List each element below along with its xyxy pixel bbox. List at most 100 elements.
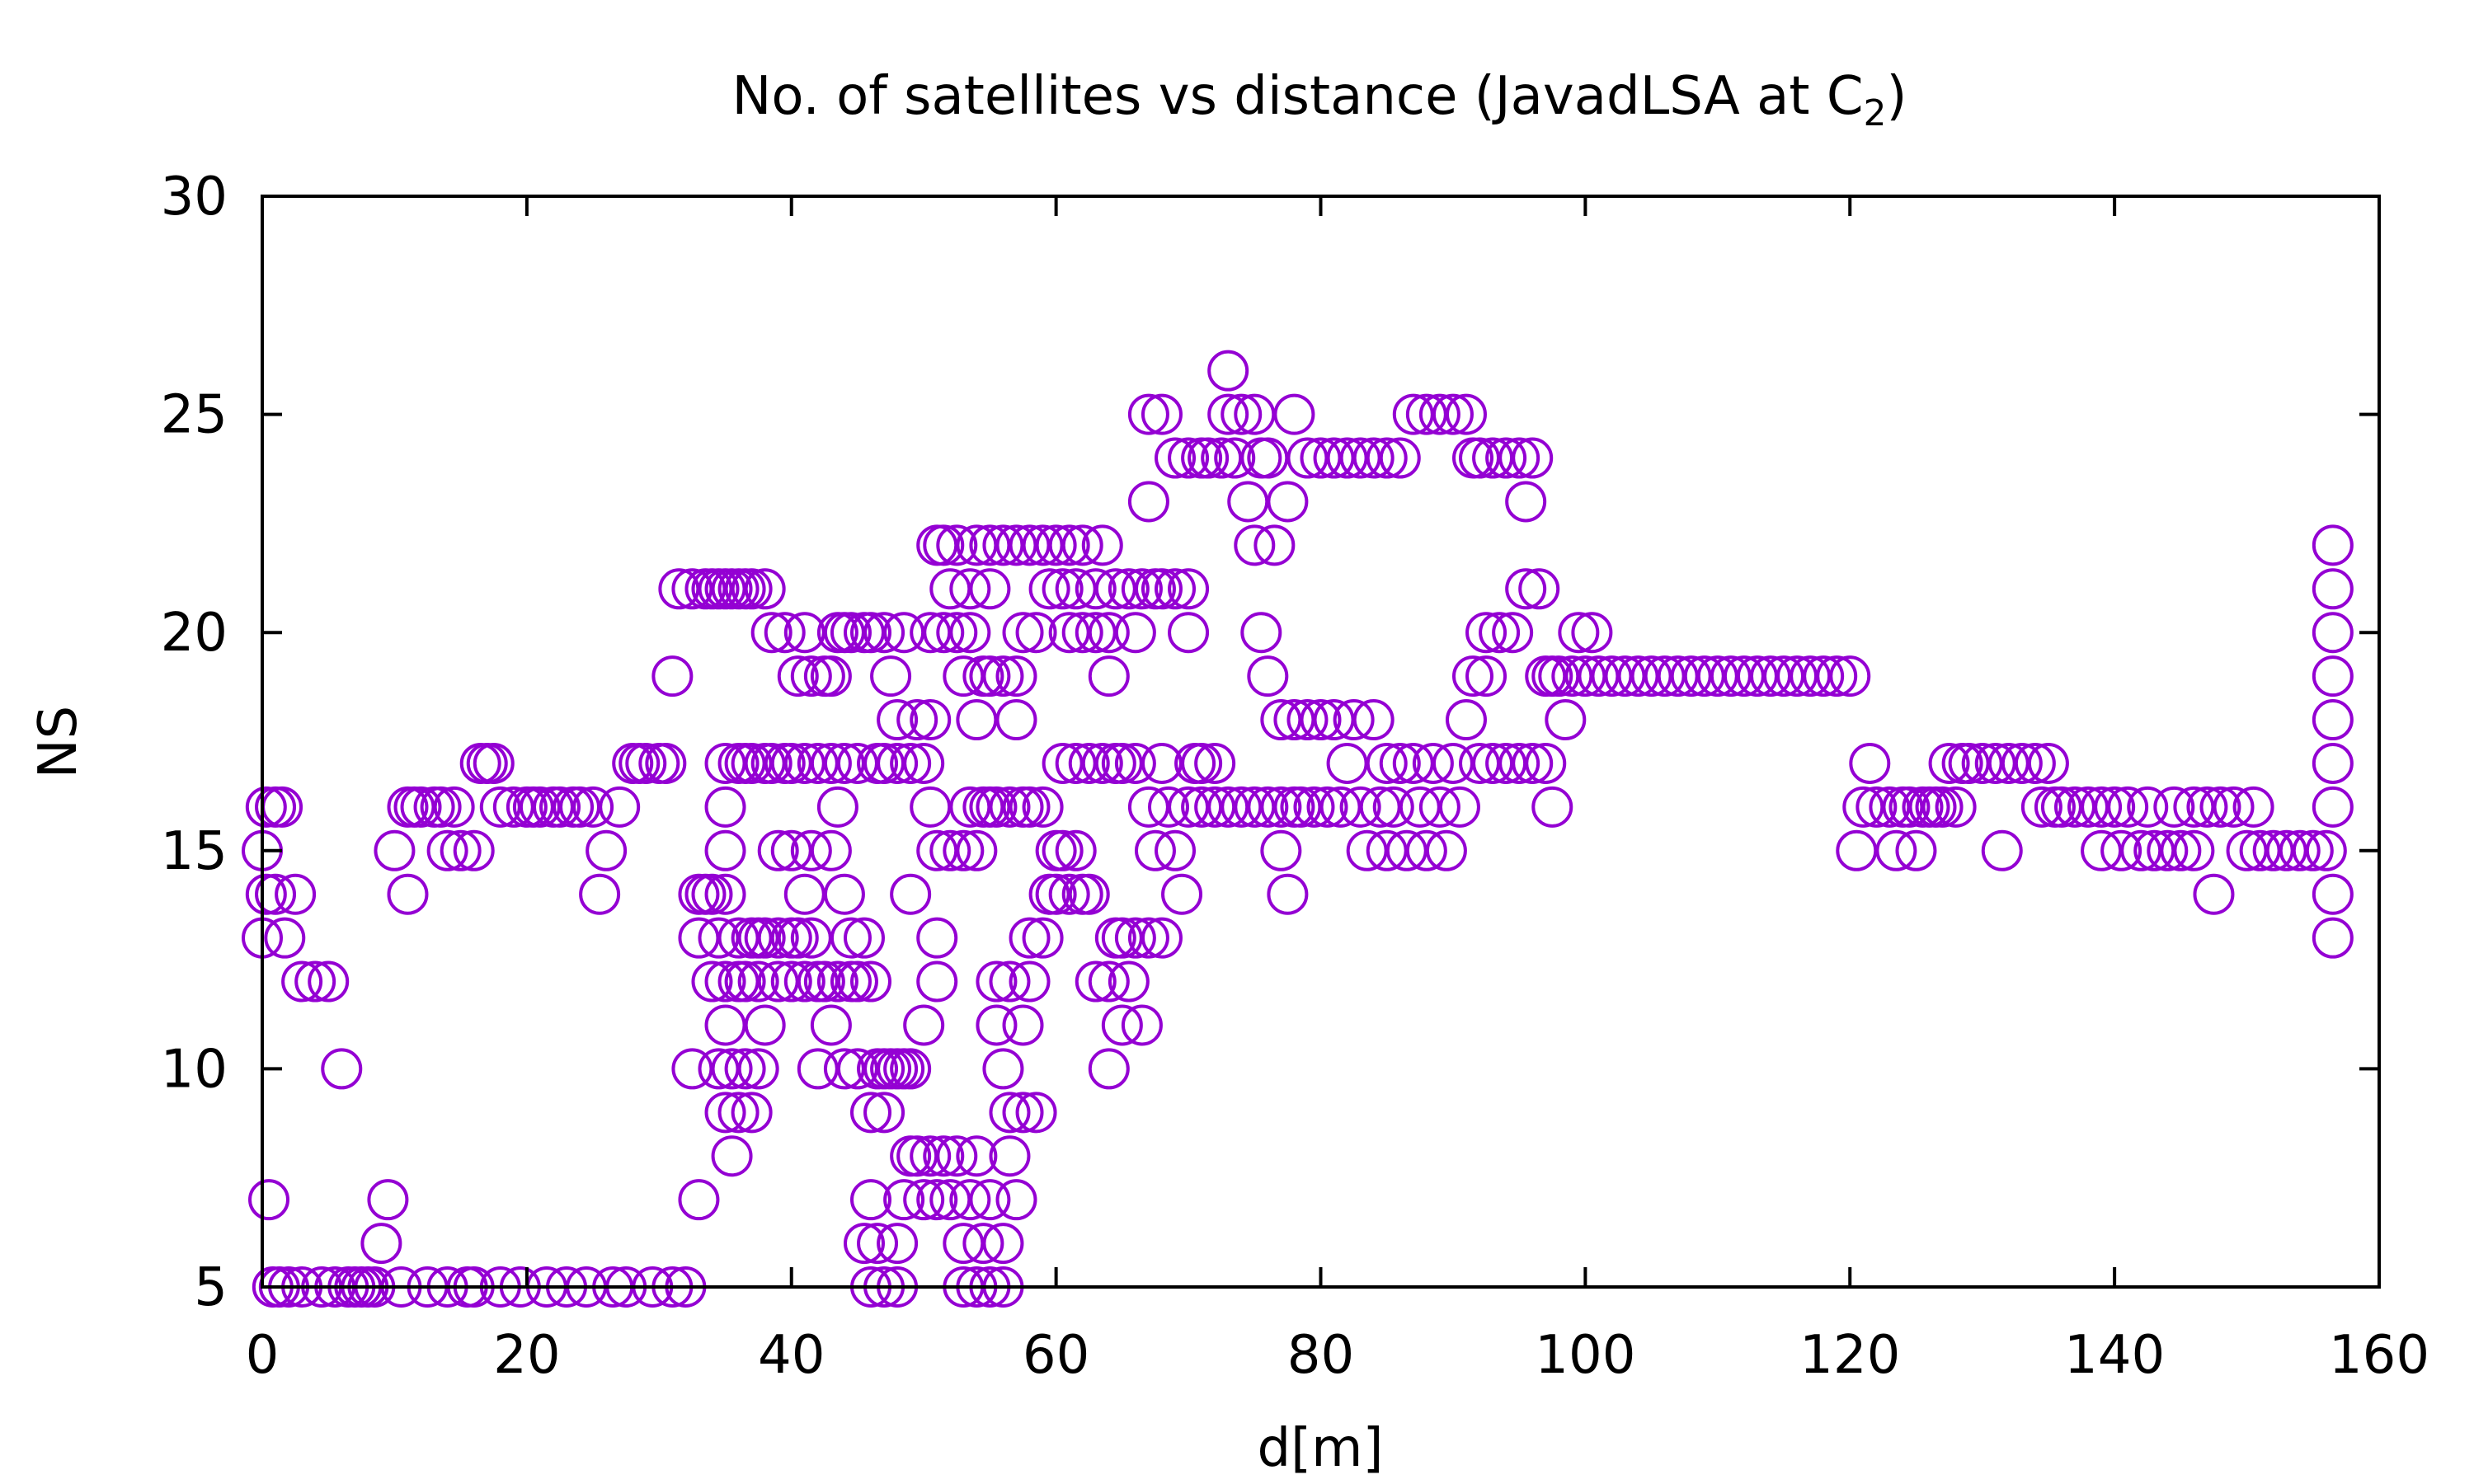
data-point — [2226, 829, 2268, 871]
data-point — [2001, 742, 2043, 784]
data-point — [1260, 829, 1302, 871]
data-point — [1479, 612, 1521, 654]
data-point — [1763, 655, 1805, 697]
data-point — [757, 960, 799, 1003]
data-point — [1459, 742, 1501, 784]
data-point — [995, 655, 1037, 697]
data-point — [1842, 786, 1884, 828]
data-point — [1326, 742, 1368, 784]
data-point — [255, 873, 297, 915]
data-point — [1776, 655, 1818, 697]
data-point — [803, 960, 845, 1003]
data-point — [1068, 873, 1110, 915]
data-point — [744, 917, 786, 959]
data-point — [1221, 393, 1263, 435]
data-point — [744, 568, 786, 610]
data-point — [750, 742, 793, 784]
data-point — [1260, 699, 1302, 741]
data-point — [830, 917, 872, 959]
data-point — [1081, 742, 1123, 784]
data-point — [1155, 437, 1197, 479]
data-point — [1075, 568, 1117, 610]
data-point — [1392, 393, 1434, 435]
data-point — [360, 1223, 402, 1265]
data-point — [1498, 437, 1540, 479]
data-point — [579, 873, 621, 915]
data-point — [1359, 786, 1401, 828]
data-point — [1392, 742, 1434, 784]
data-point — [245, 873, 287, 915]
data-point — [1803, 655, 1845, 697]
data-point — [275, 873, 317, 915]
data-point — [1161, 873, 1203, 915]
data-point — [1088, 655, 1130, 697]
data-point — [969, 1179, 1011, 1221]
data-point — [1214, 437, 1256, 479]
data-point — [1168, 437, 1210, 479]
data-point — [2153, 786, 2195, 828]
data-point — [1194, 742, 1236, 784]
data-point — [2100, 829, 2142, 871]
data-point — [995, 699, 1037, 741]
data-point — [1108, 568, 1150, 610]
y-tick-label: 25 — [161, 385, 228, 446]
data-point — [890, 742, 932, 784]
data-point — [956, 829, 998, 871]
data-point — [949, 612, 991, 654]
data-point — [1452, 655, 1494, 697]
data-point — [1518, 568, 1560, 610]
data-point — [949, 1179, 991, 1221]
x-tick-label: 100 — [1535, 1325, 1635, 1386]
data-point — [877, 742, 919, 784]
data-point — [1465, 655, 1507, 697]
data-point — [2081, 786, 2123, 828]
data-point — [936, 524, 978, 566]
data-point — [1240, 612, 1282, 654]
data-point — [989, 1092, 1031, 1134]
data-point — [1300, 699, 1342, 741]
data-point — [1048, 873, 1090, 915]
data-point — [923, 524, 965, 566]
data-point — [1253, 524, 1296, 566]
data-point — [1498, 742, 1540, 784]
data-point — [2186, 786, 2228, 828]
data-point — [1101, 917, 1143, 959]
data-point — [1088, 1048, 1130, 1090]
data-point — [770, 829, 812, 871]
data-point — [1286, 699, 1329, 741]
data-point — [2067, 786, 2109, 828]
data-point — [783, 742, 825, 784]
data-point — [810, 655, 852, 697]
data-point — [1221, 786, 1263, 828]
data-point — [264, 917, 306, 959]
data-point — [1127, 786, 1169, 828]
data-point — [883, 612, 925, 654]
data-point — [572, 786, 614, 828]
data-point — [473, 742, 515, 784]
data-point — [1194, 786, 1236, 828]
data-point — [1339, 786, 1381, 828]
data-point — [770, 960, 812, 1003]
data-point — [1055, 568, 1097, 610]
data-point — [790, 655, 832, 697]
data-point — [1683, 655, 1725, 697]
data-point — [1829, 655, 1871, 697]
data-point — [1670, 655, 1712, 697]
data-point — [943, 1223, 985, 1265]
data-point — [671, 568, 713, 610]
data-point — [1512, 742, 1554, 784]
data-point — [2014, 742, 2056, 784]
data-point — [559, 786, 601, 828]
data-point — [850, 612, 892, 654]
data-point — [1849, 742, 1891, 784]
data-point — [1339, 437, 1381, 479]
data-point — [797, 1048, 839, 1090]
data-point — [1432, 393, 1474, 435]
data-point — [1696, 655, 1738, 697]
data-point — [2312, 873, 2354, 915]
data-point — [2312, 612, 2354, 654]
data-point — [1617, 655, 1659, 697]
data-point — [1188, 437, 1230, 479]
data-point — [724, 1048, 766, 1090]
data-point — [982, 655, 1024, 697]
